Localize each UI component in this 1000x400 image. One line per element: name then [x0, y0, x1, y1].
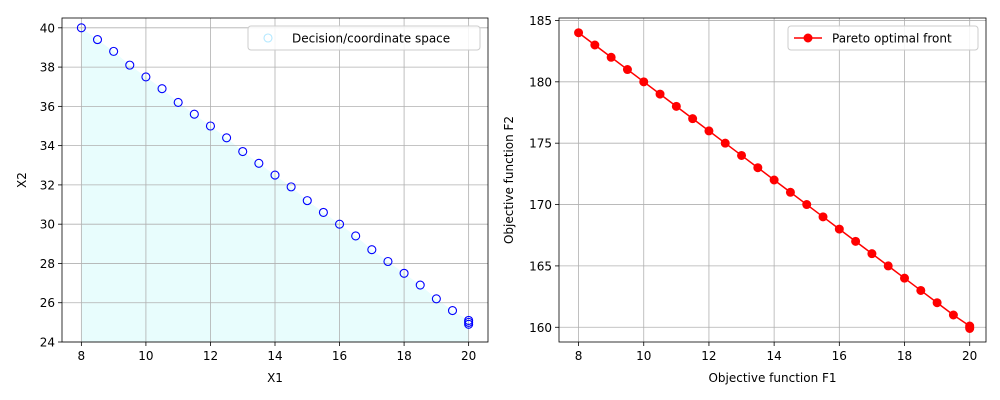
data-point — [415, 280, 425, 290]
x-tick-label: 10 — [636, 349, 651, 363]
data-point — [867, 249, 877, 259]
chart-pareto-front: 8 10 12 14 16 18 20 160 165 170 175 180 185 Objective… — [502, 14, 987, 385]
x-tick-label: 8 — [575, 349, 583, 363]
x-tick-label: 20 — [461, 349, 476, 363]
x-tick-label: 18 — [396, 349, 411, 363]
y-tick-label: 32 — [40, 178, 55, 192]
data-point — [720, 138, 730, 148]
legend-box — [787, 25, 979, 51]
data-point — [286, 182, 296, 192]
data-point — [851, 236, 861, 246]
data-point — [447, 306, 458, 316]
y-tick-label: 26 — [40, 296, 55, 310]
data-point — [590, 40, 600, 50]
data-point — [254, 158, 264, 168]
data-point — [205, 121, 216, 131]
chart-decision-space: 8 10 12 14 16 18 20 24 26 28 30 32 34 36 38 40 X1 X2 Decis… — [15, 17, 489, 385]
data-point — [464, 319, 474, 329]
data-point — [753, 163, 763, 173]
data-point — [431, 294, 441, 304]
x-tick-label: 14 — [267, 349, 282, 363]
x-tick-label: 20 — [962, 349, 977, 363]
legend-box — [247, 25, 481, 51]
data-point — [769, 175, 779, 185]
data-point — [367, 245, 377, 255]
y-tick-label: 30 — [40, 218, 55, 232]
data-point — [399, 268, 409, 278]
data-point — [883, 261, 893, 271]
x-axis-label: Objective function F1 — [708, 371, 836, 385]
data-point — [639, 77, 649, 87]
data-point — [818, 212, 828, 222]
data-point — [302, 196, 312, 206]
y-tick-label: 175 — [529, 137, 552, 151]
data-point — [622, 65, 632, 75]
legend: Pareto optimal front — [787, 25, 979, 51]
legend-marker — [263, 33, 273, 43]
data-point — [900, 273, 910, 283]
data-point — [655, 89, 665, 99]
y-tick-label: 40 — [40, 21, 55, 35]
data-point — [125, 60, 135, 70]
data-point — [932, 298, 942, 308]
data-point — [704, 126, 714, 136]
data-point — [270, 170, 280, 180]
x-tick-label: 10 — [138, 349, 153, 363]
y-tick-label: 160 — [529, 321, 552, 335]
plot-frame — [558, 17, 987, 343]
x-tick-label: 12 — [701, 349, 716, 363]
x-tick-label: 12 — [203, 349, 218, 363]
data-point — [574, 28, 584, 38]
data-point — [834, 224, 844, 234]
data-point — [383, 256, 393, 267]
legend-marker — [803, 33, 813, 43]
data-point — [965, 324, 975, 333]
y-tick-label: 36 — [40, 100, 55, 114]
legend-label: Decision/coordinate space — [292, 32, 450, 46]
data-point — [948, 310, 958, 320]
data-point — [173, 97, 183, 107]
y-tick-label: 24 — [40, 336, 55, 350]
x-tick-label: 8 — [78, 349, 86, 363]
legend-label: Pareto optimal front — [832, 32, 952, 46]
data-point — [737, 150, 747, 160]
data-point — [688, 114, 698, 124]
y-axis-label: X2 — [15, 172, 29, 188]
x-tick-label: 18 — [897, 349, 912, 363]
data-point — [334, 219, 345, 229]
data-point — [318, 207, 328, 217]
data-point — [76, 23, 86, 33]
data-point — [802, 200, 812, 210]
data-point — [606, 52, 616, 62]
data-point — [785, 187, 795, 197]
data-point — [671, 101, 681, 111]
data-point — [92, 35, 103, 45]
y-tick-label: 180 — [529, 75, 552, 89]
y-tick-label: 185 — [529, 14, 552, 28]
y-tick-label: 170 — [529, 198, 552, 212]
data-point — [222, 133, 232, 143]
x-tick-label: 14 — [766, 349, 781, 363]
data-point — [109, 46, 119, 56]
data-point — [157, 84, 167, 94]
y-axis-label: Objective function F2 — [502, 116, 516, 244]
x-tick-label: 16 — [332, 349, 347, 363]
data-point — [351, 231, 361, 241]
data-point — [238, 146, 248, 157]
y-tick-label: 34 — [40, 139, 55, 153]
y-tick-label: 38 — [40, 61, 55, 75]
data-point — [916, 285, 926, 295]
data-point — [189, 109, 199, 119]
x-tick-label: 16 — [832, 349, 847, 363]
y-tick-label: 165 — [529, 259, 552, 273]
legend: Decision/coordinate space — [247, 25, 481, 51]
y-tick-label: 28 — [40, 257, 55, 271]
x-axis-label: X1 — [267, 371, 283, 385]
data-point — [141, 72, 151, 82]
